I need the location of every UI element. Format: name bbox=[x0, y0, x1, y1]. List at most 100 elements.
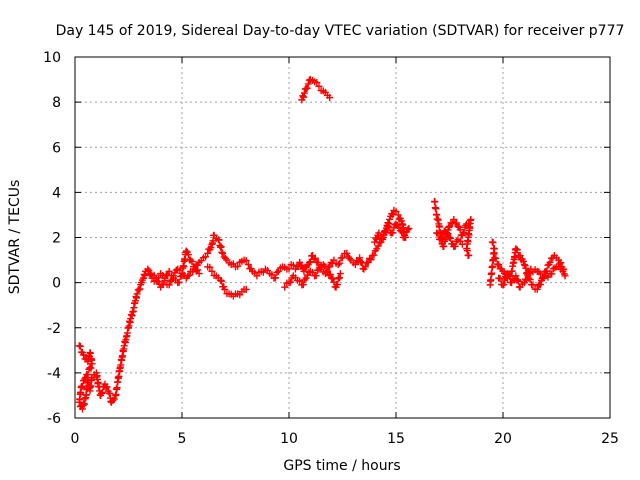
data-point bbox=[561, 272, 569, 280]
data-point bbox=[319, 261, 327, 269]
data-point bbox=[312, 272, 320, 280]
data-point bbox=[253, 272, 261, 280]
data-point bbox=[187, 256, 195, 264]
data-point bbox=[551, 264, 559, 272]
data-point bbox=[314, 266, 322, 274]
data-point bbox=[165, 281, 173, 289]
data-point bbox=[383, 222, 391, 230]
data-point bbox=[321, 262, 329, 270]
data-point bbox=[217, 276, 225, 284]
data-point bbox=[103, 383, 111, 391]
data-point bbox=[443, 229, 451, 237]
data-point bbox=[154, 274, 162, 282]
data-point bbox=[536, 281, 544, 289]
y-tick-label: 0 bbox=[52, 276, 61, 292]
data-point bbox=[334, 261, 342, 269]
data-point bbox=[458, 240, 466, 248]
axis-ticks bbox=[74, 56, 611, 419]
data-point bbox=[444, 230, 452, 238]
data-point bbox=[206, 263, 214, 271]
data-point bbox=[202, 253, 210, 261]
y-tick-labels: -6 -4 -2 0 2 4 6 8 10 bbox=[43, 50, 61, 427]
data-point bbox=[522, 264, 530, 272]
data-point bbox=[299, 281, 307, 289]
data-point bbox=[242, 257, 250, 265]
data-point bbox=[313, 79, 321, 87]
data-point bbox=[495, 261, 503, 269]
grid-lines bbox=[75, 57, 610, 418]
data-point bbox=[165, 267, 173, 275]
data-point bbox=[361, 263, 369, 271]
data-point bbox=[141, 272, 149, 280]
data-point bbox=[453, 219, 461, 227]
data-point bbox=[389, 229, 397, 237]
data-point bbox=[465, 252, 473, 260]
data-point bbox=[75, 398, 83, 406]
data-point bbox=[370, 251, 378, 259]
data-point bbox=[460, 229, 468, 237]
data-point bbox=[336, 274, 344, 282]
data-point bbox=[334, 281, 342, 289]
data-point bbox=[374, 242, 382, 250]
data-point bbox=[311, 254, 319, 262]
y-tick-label: -4 bbox=[47, 366, 61, 382]
data-point bbox=[356, 254, 364, 262]
data-point bbox=[557, 259, 565, 267]
data-point bbox=[128, 312, 136, 320]
data-points bbox=[75, 76, 569, 413]
data-point bbox=[285, 265, 293, 273]
y-tick-label: 6 bbox=[52, 140, 61, 156]
x-tick-label: 10 bbox=[280, 431, 298, 447]
data-point bbox=[439, 231, 447, 239]
data-point bbox=[454, 222, 462, 230]
data-point bbox=[219, 249, 227, 257]
data-point bbox=[76, 342, 84, 350]
data-point bbox=[88, 360, 96, 368]
data-point bbox=[505, 273, 513, 281]
data-point bbox=[109, 396, 117, 404]
data-point bbox=[521, 275, 529, 283]
data-point bbox=[184, 272, 192, 280]
data-point bbox=[367, 256, 375, 264]
data-point bbox=[496, 275, 504, 283]
data-point bbox=[373, 235, 381, 243]
data-point bbox=[281, 283, 289, 291]
data-point bbox=[300, 93, 308, 101]
data-point bbox=[244, 261, 252, 269]
data-point bbox=[175, 278, 183, 286]
data-point bbox=[289, 261, 297, 269]
data-point bbox=[296, 277, 304, 285]
data-point bbox=[334, 275, 342, 283]
data-point bbox=[184, 251, 192, 259]
data-point bbox=[520, 261, 528, 269]
y-tick-label: -6 bbox=[47, 411, 61, 427]
data-point bbox=[98, 389, 106, 397]
data-point bbox=[85, 365, 93, 373]
data-point bbox=[133, 290, 141, 298]
data-point bbox=[217, 243, 225, 251]
data-point bbox=[304, 80, 312, 88]
chart-title: Day 145 of 2019, Sidereal Day-to-day VTE… bbox=[56, 23, 625, 39]
data-point bbox=[500, 280, 508, 288]
data-point bbox=[404, 226, 412, 234]
x-tick-label: 5 bbox=[178, 431, 187, 447]
data-point bbox=[486, 281, 494, 289]
data-point bbox=[512, 245, 520, 253]
data-point bbox=[271, 274, 279, 282]
x-tick-label: 25 bbox=[601, 431, 619, 447]
data-point bbox=[336, 270, 344, 278]
data-point bbox=[300, 267, 308, 275]
data-point bbox=[559, 267, 567, 275]
data-point bbox=[519, 257, 527, 265]
data-point bbox=[463, 247, 471, 255]
data-point bbox=[440, 242, 448, 250]
data-point bbox=[326, 270, 334, 278]
data-point bbox=[512, 272, 520, 280]
data-point bbox=[188, 258, 196, 266]
data-point bbox=[305, 258, 313, 266]
y-tick-label: -2 bbox=[47, 321, 61, 337]
data-point bbox=[86, 364, 94, 372]
data-point bbox=[328, 274, 336, 282]
data-point bbox=[144, 265, 152, 273]
